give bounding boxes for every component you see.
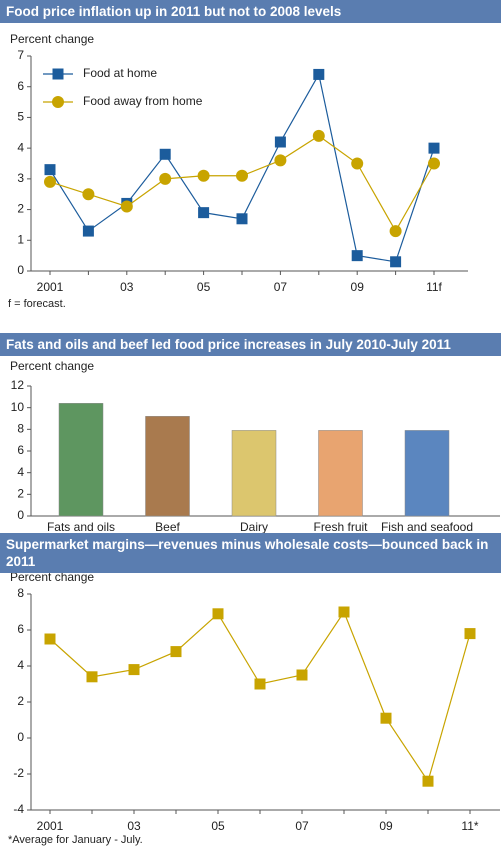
point — [464, 628, 476, 640]
point — [380, 712, 392, 724]
x-tick-label: 2001 — [37, 280, 64, 294]
chart-title: Supermarket margins—revenues minus whole… — [0, 533, 501, 573]
point — [159, 148, 171, 160]
y-tick-label: 1 — [17, 232, 24, 246]
point — [197, 169, 210, 182]
legend-marker — [52, 96, 64, 108]
legend-label: Food at home — [83, 66, 157, 80]
y-tick-label: 2 — [17, 202, 24, 216]
x-tick-label: 09 — [379, 819, 393, 833]
x-tick-label: Fats and oils — [47, 520, 115, 534]
y-tick-label: 0 — [17, 508, 24, 522]
y-tick-label: 6 — [17, 443, 24, 457]
x-tick-label: 07 — [295, 819, 309, 833]
point — [212, 608, 224, 620]
bar — [318, 430, 363, 517]
point — [274, 154, 287, 167]
x-tick-label: Fish and seafood — [381, 520, 473, 534]
point — [128, 664, 140, 676]
footnote: *Average for January - July. — [8, 834, 143, 846]
x-tick-label: Fresh fruit — [313, 520, 368, 534]
x-tick-label: 03 — [120, 280, 134, 294]
point — [44, 175, 56, 188]
point — [86, 671, 98, 683]
point — [82, 188, 95, 201]
bar — [58, 403, 104, 517]
point — [44, 633, 56, 645]
y-tick-label: 12 — [11, 378, 25, 392]
y-tick-label: 4 — [17, 140, 24, 154]
legend-marker — [52, 68, 64, 80]
x-tick-label: 2001 — [37, 819, 64, 833]
point — [254, 678, 266, 690]
point — [44, 164, 56, 176]
bar — [145, 416, 190, 517]
x-tick-label: 11f — [426, 280, 442, 294]
point — [428, 157, 440, 170]
y-tick-label: -2 — [13, 766, 24, 780]
bar — [231, 430, 277, 517]
x-tick-label: 05 — [211, 819, 225, 833]
point — [312, 129, 325, 142]
x-tick-label: 09 — [351, 280, 365, 294]
point — [296, 669, 308, 681]
y-tick-label: 10 — [11, 400, 25, 414]
point — [170, 646, 182, 658]
point — [351, 157, 364, 170]
y-tick-label: 6 — [17, 79, 24, 93]
x-tick-label: 05 — [197, 280, 211, 294]
x-tick-label: Beef — [155, 520, 180, 534]
y-tick-label: 0 — [17, 730, 24, 744]
y-axis-label: Percent change — [10, 570, 94, 584]
y-tick-label: 7 — [17, 48, 24, 62]
y-tick-label: 0 — [17, 263, 24, 277]
series-line — [49, 610, 471, 783]
x-tick-label: 11* — [461, 819, 478, 833]
point — [198, 207, 210, 219]
point — [274, 136, 286, 148]
point — [428, 142, 440, 154]
point — [159, 172, 172, 185]
y-tick-label: 3 — [17, 171, 24, 185]
y-tick-label: 8 — [17, 422, 24, 436]
y-tick-label: 2 — [17, 487, 24, 501]
y-tick-label: 4 — [17, 465, 24, 479]
y-tick-label: 6 — [17, 622, 24, 636]
x-tick-label: 03 — [127, 819, 141, 833]
point — [338, 606, 350, 618]
x-tick-label: 07 — [274, 280, 288, 294]
point — [389, 225, 402, 238]
chart-title: Food price inflation up in 2011 but not … — [0, 0, 501, 23]
y-tick-label: 2 — [17, 694, 24, 708]
point — [82, 225, 94, 237]
point — [313, 68, 325, 80]
y-tick-label: 5 — [17, 110, 24, 124]
point — [120, 200, 133, 213]
y-axis-label: Percent change — [10, 32, 94, 46]
y-tick-label: -4 — [13, 802, 24, 816]
point — [390, 256, 402, 268]
bar — [404, 430, 450, 517]
footnote: f = forecast. — [8, 298, 66, 310]
point — [422, 775, 434, 787]
x-tick-label: Dairy — [240, 520, 268, 534]
y-tick-label: 8 — [17, 586, 24, 600]
point — [351, 250, 363, 262]
chart-title: Fats and oils and beef led food price in… — [0, 333, 501, 356]
point — [236, 169, 248, 182]
y-axis-label: Percent change — [10, 359, 94, 373]
point — [236, 213, 248, 225]
y-tick-label: 4 — [17, 658, 24, 672]
legend-label: Food away from home — [83, 94, 203, 108]
